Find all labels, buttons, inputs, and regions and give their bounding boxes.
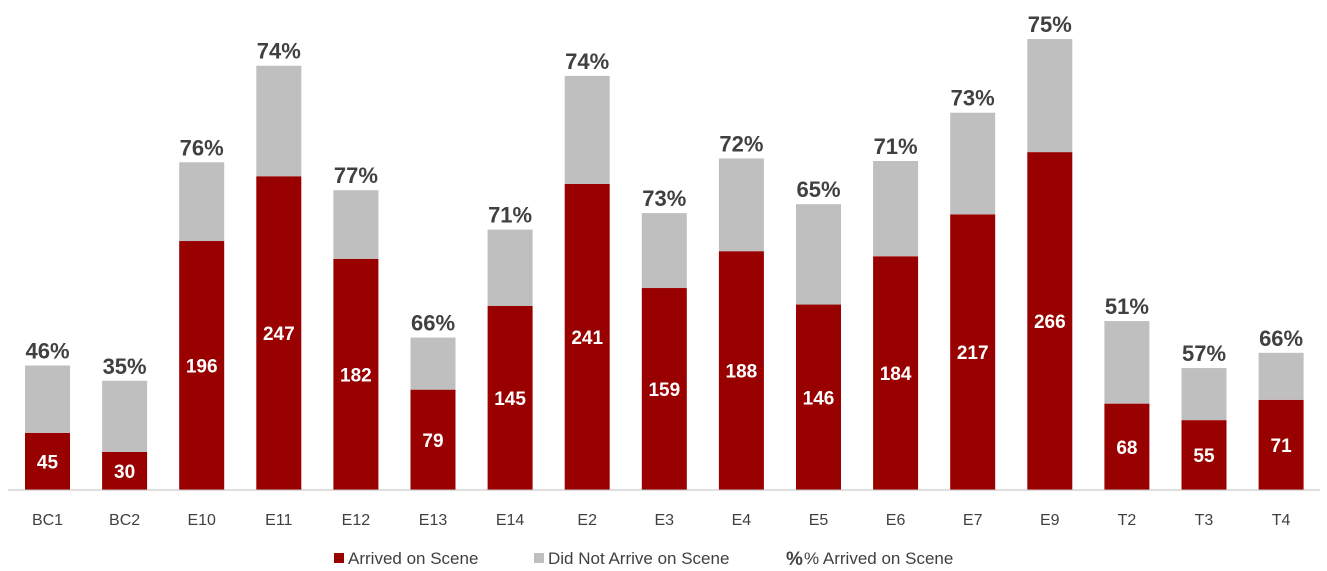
bar-arrived-e12: [333, 258, 379, 490]
percent-label-e7: 73%: [951, 86, 995, 111]
percent-label-e5: 65%: [796, 177, 840, 202]
category-label-e12: E12: [342, 512, 371, 529]
category-label-e11: E11: [265, 512, 292, 529]
legend-label-percent: % Arrived on Scene: [804, 549, 953, 568]
percent-label-e10: 76%: [180, 135, 224, 160]
value-label-e4: 188: [726, 362, 758, 383]
category-label-t2: T2: [1118, 512, 1137, 529]
bar-not-arrived-e5: [796, 204, 841, 305]
bar-arrived-bc1: [25, 432, 70, 490]
percent-label-e13: 66%: [411, 311, 455, 336]
bar-arrived-e11: [256, 176, 302, 491]
value-label-t3: 55: [1193, 446, 1215, 467]
bar-arrived-e5: [796, 304, 841, 490]
bar-not-arrived-e12: [333, 190, 379, 259]
bar-arrived-e14: [487, 305, 533, 490]
category-label-e6: E6: [886, 512, 906, 529]
bar-arrived-t3: [1181, 420, 1227, 490]
bar-arrived-e6: [873, 256, 919, 490]
value-label-e7: 217: [957, 343, 989, 364]
bar-arrived-t2: [1104, 403, 1150, 490]
value-label-e3: 159: [648, 380, 680, 401]
bars-layer: [25, 39, 1304, 491]
value-label-e6: 184: [880, 364, 912, 385]
percent-label-t3: 57%: [1182, 341, 1226, 366]
bar-arrived-e7: [950, 214, 996, 490]
category-label-e10: E10: [187, 512, 216, 529]
value-label-e13: 79: [422, 431, 443, 452]
bar-not-arrived-e2: [564, 75, 610, 184]
percent-label-t4: 66%: [1259, 326, 1303, 351]
category-label-e3: E3: [655, 512, 675, 529]
legend: Arrived on Scene Did Not Arrive on Scene…: [334, 549, 953, 570]
percent-label-e11: 74%: [257, 39, 301, 64]
bar-arrived-e10: [179, 241, 225, 490]
percent-label-e3: 73%: [642, 186, 686, 211]
category-labels: BC1 BC2 E10 E11 E12 E13 E14 E2 E3 E4 E5 E6 E7 E9 T2 T3 T…: [32, 512, 1291, 529]
bar-not-arrived-e14: [487, 229, 533, 306]
bar-not-arrived-t3: [1181, 368, 1227, 421]
bar-arrived-e2: [564, 183, 610, 490]
value-label-e5: 146: [803, 388, 835, 409]
percent-label-e4: 72%: [719, 131, 763, 156]
bar-not-arrived-t4: [1258, 352, 1304, 400]
percent-label-bc2: 35%: [103, 354, 147, 379]
bar-not-arrived-e11: [256, 65, 302, 177]
category-label-e13: E13: [419, 512, 448, 529]
legend-swatch-arrived: [334, 553, 344, 563]
value-label-e11: 247: [263, 324, 295, 345]
category-label-e4: E4: [732, 512, 752, 529]
value-label-bc1: 45: [37, 452, 59, 473]
percent-label-e14: 71%: [488, 203, 532, 228]
value-label-e2: 241: [571, 328, 603, 349]
value-label-e14: 145: [494, 389, 526, 410]
bar-not-arrived-e7: [950, 112, 996, 215]
bar-arrived-bc2: [102, 451, 148, 490]
value-label-t4: 71: [1271, 436, 1293, 457]
percent-label-bc1: 46%: [25, 339, 69, 364]
bar-not-arrived-e13: [410, 337, 456, 390]
percent-label-e2: 74%: [565, 49, 609, 74]
value-label-t2: 68: [1116, 438, 1137, 459]
value-label-e12: 182: [340, 365, 372, 386]
category-label-e5: E5: [809, 512, 829, 529]
category-label-e2: E2: [577, 512, 597, 529]
bar-not-arrived-bc1: [25, 365, 70, 433]
percent-label-e12: 77%: [334, 163, 378, 188]
percent-label-e6: 71%: [874, 134, 918, 159]
bar-arrived-e4: [718, 251, 764, 490]
legend-swatch-not-arrived: [534, 553, 544, 563]
value-label-e9: 266: [1034, 312, 1066, 333]
bar-not-arrived-e4: [718, 158, 764, 252]
category-label-e9: E9: [1040, 512, 1060, 529]
bar-not-arrived-e6: [873, 161, 919, 257]
value-label-e10: 196: [186, 357, 218, 378]
legend-label-arrived: Arrived on Scene: [348, 549, 478, 568]
category-label-bc1: BC1: [32, 512, 63, 529]
category-label-e7: E7: [963, 512, 983, 529]
category-label-t4: T4: [1272, 512, 1291, 529]
bar-not-arrived-e10: [179, 162, 225, 242]
bar-not-arrived-t2: [1104, 321, 1150, 404]
bar-arrived-t4: [1258, 399, 1304, 490]
category-label-e14: E14: [496, 512, 525, 529]
bar-not-arrived-bc2: [102, 380, 148, 452]
category-label-t3: T3: [1195, 512, 1214, 529]
bar-arrived-e13: [410, 389, 456, 490]
percent-label-t2: 51%: [1105, 294, 1149, 319]
legend-percent-symbol: %: [786, 549, 803, 570]
labels-layer: 45 46% 30 35% 196 76% 247 74% 182 77% 79 66% 145 71% 2…: [25, 12, 1303, 483]
bar-not-arrived-e9: [1027, 39, 1073, 153]
value-label-bc2: 30: [114, 462, 135, 483]
bar-not-arrived-e3: [641, 213, 687, 289]
percent-label-e9: 75%: [1028, 12, 1072, 37]
bar-arrived-e9: [1027, 152, 1073, 491]
bar-arrived-e3: [641, 288, 687, 490]
category-label-bc2: BC2: [109, 512, 140, 529]
legend-label-not-arrived: Did Not Arrive on Scene: [548, 549, 729, 568]
